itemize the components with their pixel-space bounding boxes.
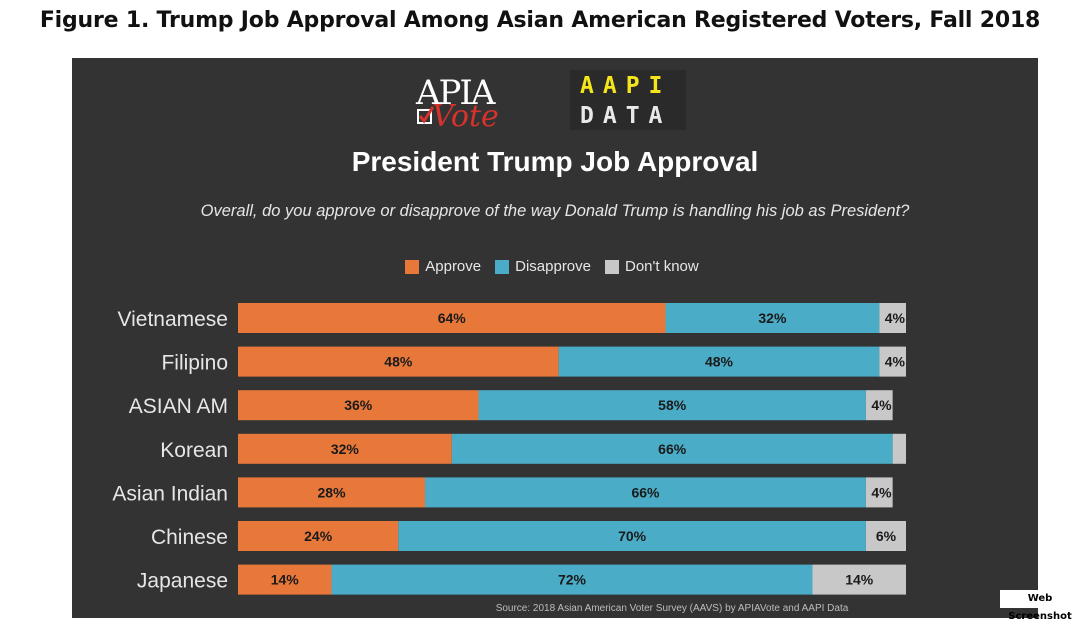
legend-item-disapprove: Disapprove xyxy=(495,258,591,275)
data-label-dontknow-filipino: 4% xyxy=(885,354,906,370)
bar-approve-chinese xyxy=(238,521,399,551)
web-screenshot-badge: Web Screenshot xyxy=(1000,590,1080,622)
category-label-asian-am: ASIAN AM xyxy=(129,395,228,418)
bar-approve-vietnamese xyxy=(238,303,666,333)
category-label-japanese: Japanese xyxy=(137,570,228,593)
chart-panel: APIA Vote AAPI DATA President Trump Job … xyxy=(72,58,1038,618)
category-label-filipino: Filipino xyxy=(161,352,228,375)
aapi-logo-line1: AAPI xyxy=(580,73,672,99)
bar-disapprove-asian-indian xyxy=(425,477,866,508)
bar-approve-korean xyxy=(238,433,452,464)
data-label-approve-korean: 32% xyxy=(331,441,360,457)
data-label-dontknow-asian-indian: 4% xyxy=(871,484,892,500)
bar-chart: Vietnamese 64% 32% 4% Filipino 48% 48% 4% ASIAN … xyxy=(112,303,906,614)
aapi-data-logo: AAPI DATA xyxy=(570,70,686,130)
legend-label-approve: Approve xyxy=(425,258,482,275)
data-label-dontknow-japanese: 14% xyxy=(845,572,874,588)
bar-approve-asian-indian xyxy=(238,477,426,508)
data-label-approve-chinese: 24% xyxy=(304,528,333,544)
bar-dontknow-japanese xyxy=(812,564,906,595)
data-label-disapprove-japanese: 72% xyxy=(558,572,587,588)
apia-vote-logo: APIA Vote xyxy=(414,70,524,134)
bar-approve-japanese xyxy=(238,564,332,595)
bar-approve-asian-am xyxy=(238,390,479,421)
data-label-approve-vietnamese: 64% xyxy=(438,310,467,326)
source-note: Source: 2018 Asian American Voter Survey… xyxy=(496,603,849,614)
data-label-dontknow-asian-am: 4% xyxy=(871,397,892,413)
data-label-disapprove-korean: 66% xyxy=(658,441,687,457)
bar-disapprove-chinese xyxy=(398,521,866,551)
legend-item-approve: Approve xyxy=(405,258,481,275)
legend-label-disapprove: Disapprove xyxy=(515,258,591,275)
chart-subtitle: Overall, do you approve or disapprove of… xyxy=(200,202,910,220)
category-label-asian-indian: Asian Indian xyxy=(112,482,228,505)
bar-disapprove-japanese xyxy=(331,564,813,595)
bar-disapprove-asian-am xyxy=(478,390,866,421)
data-label-disapprove-asian-indian: 66% xyxy=(631,484,660,500)
bar-disapprove-vietnamese xyxy=(665,303,880,333)
legend-label-dontknow: Don't know xyxy=(625,258,699,275)
aapi-logo-line2: DATA xyxy=(580,103,672,129)
legend-swatch-dontknow xyxy=(605,259,619,274)
vote-logo-text: Vote xyxy=(432,99,499,130)
bar-disapprove-filipino xyxy=(558,346,880,377)
legend: Approve Disapprove Don't know xyxy=(72,258,1038,275)
bar-dontknow-chinese xyxy=(865,521,906,551)
data-label-dontknow-vietnamese: 4% xyxy=(885,310,906,326)
data-label-disapprove-chinese: 70% xyxy=(618,528,647,544)
data-label-dontknow-chinese: 6% xyxy=(876,528,897,544)
data-label-disapprove-vietnamese: 32% xyxy=(758,310,787,326)
category-label-chinese: Chinese xyxy=(151,526,228,549)
data-label-disapprove-filipino: 48% xyxy=(705,354,734,370)
bar-dontknow-korean xyxy=(892,433,906,464)
bar-dontknow-filipino xyxy=(879,346,906,377)
data-label-approve-japanese: 14% xyxy=(271,572,300,588)
bar-dontknow-asian-am xyxy=(865,390,893,421)
bar-dontknow-asian-indian xyxy=(865,477,893,508)
data-label-approve-asian-indian: 28% xyxy=(318,484,347,500)
category-label-vietnamese: Vietnamese xyxy=(117,308,228,331)
data-label-approve-filipino: 48% xyxy=(384,354,413,370)
figure-title: Figure 1. Trump Job Approval Among Asian… xyxy=(39,8,1041,33)
bar-dontknow-vietnamese xyxy=(879,303,906,333)
legend-swatch-disapprove xyxy=(495,259,510,274)
legend-item-dontknow: Don't know xyxy=(605,258,699,275)
bar-approve-filipino xyxy=(238,346,559,377)
chart-title: President Trump Job Approval xyxy=(351,146,759,177)
legend-swatch-approve xyxy=(405,259,420,274)
apia-logo-text: APIA xyxy=(415,73,496,113)
data-label-approve-asian-am: 36% xyxy=(344,397,373,413)
category-label-korean: Korean xyxy=(160,439,228,462)
data-label-disapprove-asian-am: 58% xyxy=(658,397,687,413)
bar-disapprove-korean xyxy=(451,433,893,464)
